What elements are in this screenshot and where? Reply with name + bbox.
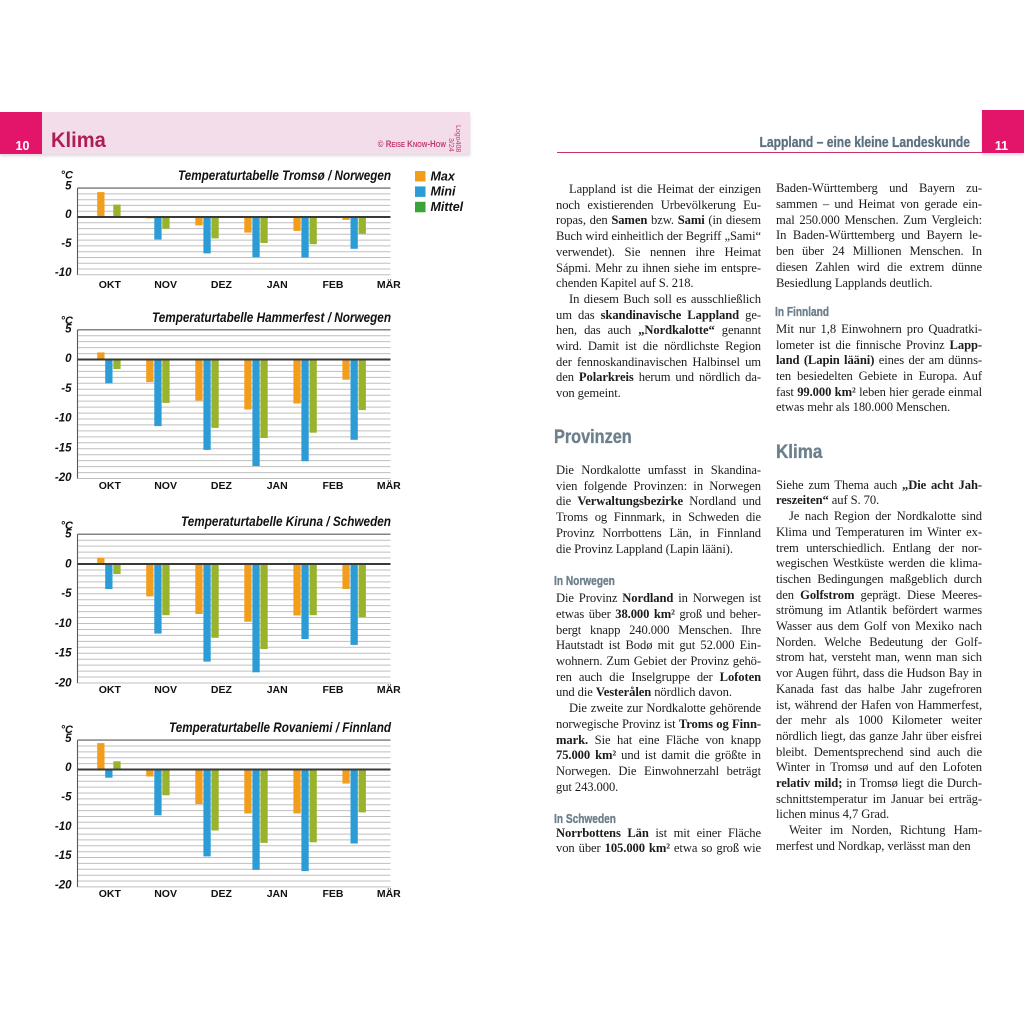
svg-text:DEZ: DEZ <box>211 888 233 900</box>
svg-text:JAN: JAN <box>267 279 288 291</box>
svg-text:Mittel: Mittel <box>431 200 464 214</box>
svg-text:-15: -15 <box>55 850 72 862</box>
svg-text:5: 5 <box>65 180 72 192</box>
svg-text:0: 0 <box>65 558 72 570</box>
svg-text:-5: -5 <box>61 792 72 804</box>
svg-text:OKT: OKT <box>99 279 122 291</box>
svg-text:NOV: NOV <box>154 888 177 900</box>
svg-text:MÄR: MÄR <box>377 479 401 492</box>
svg-text:5: 5 <box>65 529 72 541</box>
svg-text:Temperaturtabelle Tromsø / Nor: Temperaturtabelle Tromsø / Norwegen <box>178 167 391 183</box>
svg-text:NOV: NOV <box>154 684 177 696</box>
svg-text:Temperaturtabelle Rovaniemi /: Temperaturtabelle Rovaniemi / Finnland <box>169 719 391 735</box>
svg-text:-10: -10 <box>55 413 72 425</box>
svg-text:-20: -20 <box>55 677 72 689</box>
svg-text:Mini: Mini <box>431 185 457 199</box>
svg-text:NOV: NOV <box>154 480 177 492</box>
svg-text:DEZ: DEZ <box>211 480 233 492</box>
svg-text:5: 5 <box>65 323 72 335</box>
svg-text:MÄR: MÄR <box>377 683 401 696</box>
svg-text:-10: -10 <box>55 618 72 630</box>
svg-text:NOV: NOV <box>154 279 177 291</box>
svg-text:°C: °C <box>61 170 74 182</box>
svg-text:0: 0 <box>65 209 72 221</box>
svg-text:Max: Max <box>431 169 456 183</box>
svg-text:JAN: JAN <box>267 480 288 492</box>
svg-text:FEB: FEB <box>323 888 344 900</box>
svg-text:-15: -15 <box>55 442 72 454</box>
svg-text:°C: °C <box>61 520 74 532</box>
svg-text:Temperaturtabelle Kiruna / Sch: Temperaturtabelle Kiruna / Schweden <box>181 513 391 529</box>
svg-text:-20: -20 <box>55 472 72 484</box>
svg-text:0: 0 <box>65 762 72 774</box>
svg-text:OKT: OKT <box>99 480 122 492</box>
svg-text:°C: °C <box>61 315 74 327</box>
svg-text:DEZ: DEZ <box>211 279 233 291</box>
svg-text:FEB: FEB <box>323 279 344 291</box>
svg-text:JAN: JAN <box>267 684 288 696</box>
svg-text:OKT: OKT <box>99 684 122 696</box>
svg-text:-5: -5 <box>61 383 72 395</box>
svg-text:Temperaturtabelle Hammerfest /: Temperaturtabelle Hammerfest / Norwegen <box>152 309 391 325</box>
svg-text:°C: °C <box>61 724 74 736</box>
svg-text:MÄR: MÄR <box>377 887 401 900</box>
svg-text:-5: -5 <box>61 238 72 250</box>
svg-text:OKT: OKT <box>99 888 122 900</box>
svg-text:MÄR: MÄR <box>377 278 401 291</box>
svg-text:FEB: FEB <box>323 480 344 492</box>
svg-text:-20: -20 <box>55 880 72 892</box>
svg-text:-10: -10 <box>55 267 72 279</box>
svg-text:5: 5 <box>65 733 72 745</box>
svg-text:0: 0 <box>65 353 72 365</box>
svg-text:-10: -10 <box>55 821 72 833</box>
svg-text:FEB: FEB <box>323 684 344 696</box>
svg-text:DEZ: DEZ <box>211 684 233 696</box>
svg-text:-5: -5 <box>61 588 72 600</box>
svg-text:JAN: JAN <box>267 888 288 900</box>
svg-text:-15: -15 <box>55 648 72 660</box>
